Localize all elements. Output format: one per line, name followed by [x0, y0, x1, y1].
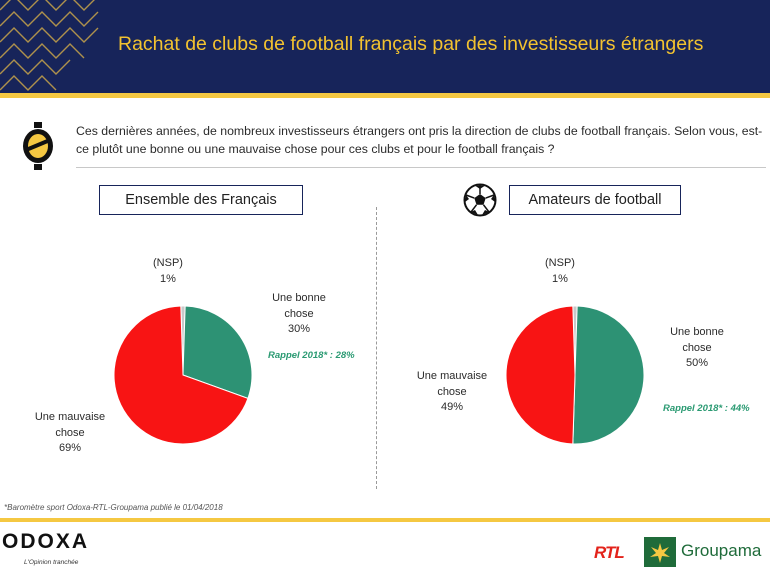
groupama-logo: Groupama — [681, 541, 762, 560]
label-mauvaise-amateurs: Une mauvaise chose 49% — [407, 369, 497, 416]
panel-title-amateurs: Amateurs de football — [509, 185, 681, 215]
panel-title-ensemble: Ensemble des Français — [99, 185, 303, 215]
label-mauvaise-line2: chose — [55, 426, 85, 439]
label-bonne-line2: chose — [682, 341, 712, 354]
label-mauvaise-line1: Une mauvaise — [34, 411, 106, 423]
label-nsp-value: 1% — [160, 272, 176, 285]
chevron-pattern-decoration — [0, 0, 99, 91]
label-bonne-amateurs: Une bonne chose 50% — [662, 325, 732, 372]
question-divider — [76, 167, 766, 168]
label-mauvaise-ensemble: Une mauvaise chose 69% — [25, 410, 115, 457]
slice-bonne — [182, 305, 253, 400]
slice-mauvaise — [113, 305, 249, 445]
label-mauvaise-line1: Une mauvaise — [416, 370, 488, 382]
header-banner: Rachat de clubs de football français par… — [0, 0, 770, 93]
label-nsp-text: (NSP) — [153, 257, 183, 269]
label-nsp-text: (NSP) — [545, 257, 575, 269]
label-bonne-value: 30% — [287, 323, 311, 335]
label-nsp-value: 1% — [552, 272, 568, 285]
label-nsp-ensemble: (NSP) 1% — [145, 256, 191, 287]
survey-question: Ces dernières années, de nombreux invest… — [76, 124, 763, 156]
slice-bonne — [572, 305, 645, 445]
label-mauvaise-line2: chose — [437, 385, 467, 398]
label-bonne-ensemble: Une bonne chose 30% — [264, 291, 334, 338]
rappel-ensemble: Rappel 2018* : 28% — [268, 350, 355, 361]
rtl-logo: RTL — [594, 543, 625, 562]
groupama-logo-icon — [644, 537, 676, 567]
pie-chart-amateurs — [505, 305, 645, 445]
odoxa-logo: ODOXA — [2, 530, 90, 553]
label-bonne-line1: Une bonne — [272, 292, 326, 304]
label-bonne-line1: Une bonne — [670, 326, 724, 338]
pie-chart-ensemble — [113, 305, 253, 445]
label-mauvaise-value: 49% — [440, 401, 464, 413]
header-accent-rule — [0, 93, 770, 98]
footer-accent-rule — [0, 518, 770, 522]
panel-divider — [376, 207, 377, 489]
odoxa-tagline: L'Opinion tranchée — [24, 559, 79, 566]
label-nsp-amateurs: (NSP) 1% — [537, 256, 583, 287]
label-bonne-value: 50% — [685, 357, 709, 369]
label-mauvaise-value: 69% — [58, 442, 82, 454]
rappel-amateurs: Rappel 2018* : 44% — [663, 403, 750, 414]
label-bonne-line2: chose — [284, 307, 314, 320]
odoxa-mark-icon — [23, 122, 53, 170]
football-icon — [463, 183, 497, 217]
page-title: Rachat de clubs de football français par… — [118, 33, 704, 55]
source-footnote: *Baromètre sport Odoxa-RTL-Groupama publ… — [4, 503, 223, 512]
slice-mauvaise — [505, 305, 576, 445]
